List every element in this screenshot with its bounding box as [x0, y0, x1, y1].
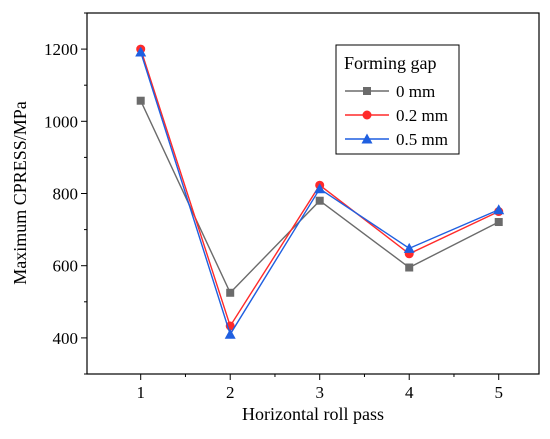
legend-label: 0 mm: [396, 82, 435, 101]
legend-label: 0.5 mm: [396, 130, 448, 149]
data-point: [315, 196, 324, 205]
x-tick-label: 4: [405, 383, 414, 402]
legend-marker: [361, 133, 373, 144]
series-2: [135, 46, 505, 339]
data-point: [403, 242, 415, 253]
x-tick-label: 1: [136, 383, 145, 402]
legend-box: [335, 44, 460, 155]
y-tick-label: 1000: [44, 112, 78, 131]
legend-item: 0.5 mm: [345, 130, 448, 149]
legend-items: 0 mm 0.2 mm 0.5 mm: [345, 82, 448, 149]
y-axis: 400 600 800 1000 1200: [44, 12, 87, 375]
data-point: [136, 96, 145, 105]
legend-item: 0 mm: [345, 82, 435, 101]
data-point: [405, 263, 414, 272]
legend: Forming gap 0 mm 0.2 mm 0.5 mm: [335, 44, 460, 155]
x-tick-label: 5: [494, 383, 503, 402]
plot-frame: [86, 12, 540, 375]
data-point: [494, 218, 503, 227]
legend-label: 0.2 mm: [396, 106, 448, 125]
data-point: [314, 183, 326, 194]
x-tick-label: 3: [315, 383, 324, 402]
data-point: [224, 328, 236, 339]
y-tick-label: 800: [53, 185, 79, 204]
series-0: [136, 96, 503, 297]
legend-title: Forming gap: [344, 53, 437, 73]
data-point: [226, 288, 235, 297]
data-point: [493, 204, 505, 215]
y-axis-label: Maximum CPRESS/MPa: [10, 101, 30, 285]
legend-marker: [362, 110, 372, 120]
legend-item: 0.2 mm: [345, 106, 448, 125]
x-axis: 1 2 3 4 5: [136, 374, 503, 402]
y-tick-label: 1200: [44, 40, 78, 59]
y-tick-label: 600: [53, 257, 79, 276]
series-layer: [135, 44, 505, 339]
data-point: [135, 46, 147, 57]
x-axis-label: Horizontal roll pass: [242, 404, 384, 424]
y-tick-label: 400: [53, 329, 79, 348]
x-tick-label: 2: [226, 383, 235, 402]
legend-marker: [363, 87, 371, 95]
